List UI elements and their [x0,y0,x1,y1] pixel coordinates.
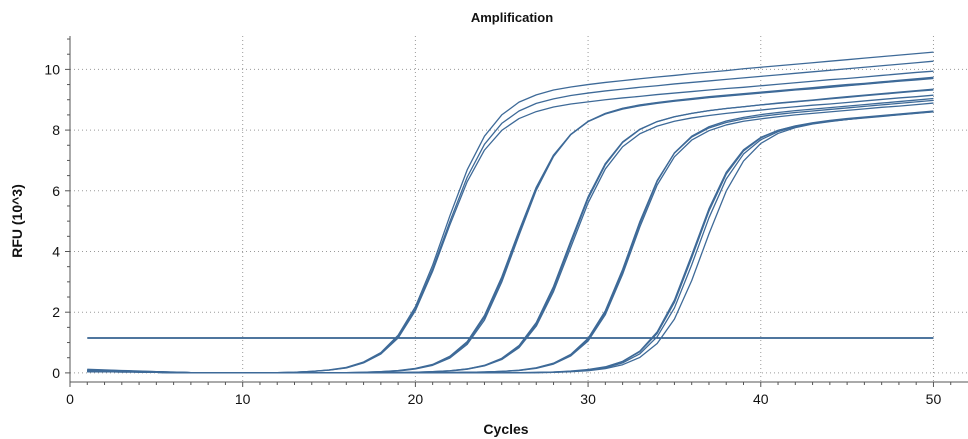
y-tick-label: 0 [52,365,60,381]
y-tick-label: 10 [44,61,60,77]
y-tick-label: 6 [52,183,60,199]
x-tick-label: 30 [580,391,596,407]
x-tick-label: 0 [66,391,74,407]
tick-labels: 0 10 20 30 40 50 0 2 4 6 8 10 [44,61,941,407]
x-tick-label: 20 [408,391,424,407]
series-layer [87,51,934,374]
axes-layer [65,36,968,387]
chart-title: Amplification [471,10,553,25]
amplification-curve-16 [87,110,934,374]
y-tick-label: 8 [52,122,60,138]
x-tick-label: 10 [235,391,251,407]
y-axis-label: RFU (10^3) [9,184,25,258]
y-tick-label: 2 [52,304,60,320]
x-axis-label: Cycles [483,421,528,437]
x-tick-label: 40 [753,391,769,407]
y-tick-label: 4 [52,243,60,259]
x-tick-label: 50 [926,391,942,407]
